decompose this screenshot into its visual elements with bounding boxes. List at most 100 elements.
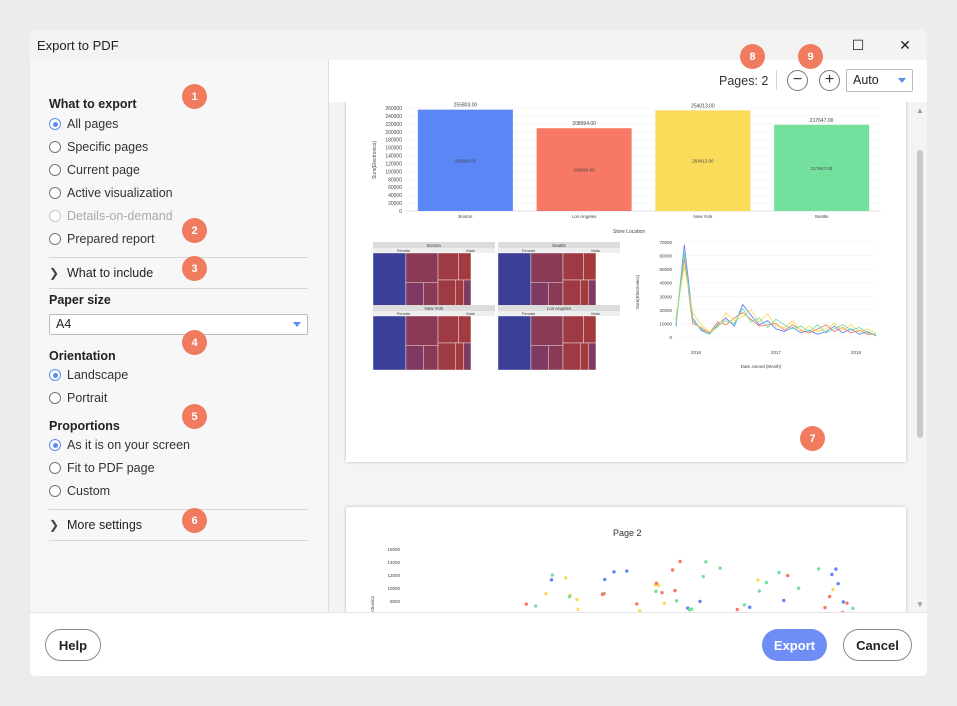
radio-active-visualization[interactable]: Active visualization — [49, 184, 173, 202]
treemap-subheader — [373, 311, 495, 316]
radio-label: Active visualization — [67, 186, 173, 200]
scatter-point — [756, 578, 760, 582]
bar-value-label: 208994.00 — [572, 121, 596, 127]
scatter-point — [748, 605, 752, 609]
treemap-header — [498, 305, 620, 311]
scatter-point — [678, 559, 682, 564]
y-tick-label: 40000 — [388, 193, 402, 199]
scatter-point — [796, 586, 801, 590]
scatter-point — [625, 569, 629, 573]
treemap-cell — [530, 315, 564, 346]
treemap-group-label: Male — [466, 248, 475, 253]
scatter-point — [718, 566, 722, 570]
what-to-include-expander[interactable]: ❯ What to include — [49, 263, 153, 283]
maximize-icon[interactable]: ☐ — [851, 37, 865, 53]
scatter-point — [777, 570, 781, 575]
dialog-footer: Help Export Cancel — [30, 612, 927, 676]
radio-all-pages[interactable]: All pages — [49, 115, 118, 133]
zoom-select[interactable]: Auto — [846, 69, 913, 92]
zoom-in-button[interactable]: + — [819, 70, 840, 91]
close-icon[interactable]: ✕ — [899, 37, 911, 53]
scatter-point — [735, 607, 739, 612]
treemap: Seattle Female Male — [497, 242, 620, 308]
radio-circle[interactable] — [49, 233, 61, 245]
bar — [417, 109, 513, 211]
y-tick-label: 200000 — [385, 130, 402, 136]
y-tick-label: 10000 — [659, 321, 672, 326]
divider — [49, 257, 308, 258]
treemap-group-label: Female — [397, 248, 411, 253]
treemap-cell — [562, 252, 584, 281]
treemap-group-label: Male — [591, 311, 600, 316]
treemap-cell — [530, 345, 549, 371]
radio-specific-pages[interactable]: Specific pages — [49, 138, 148, 156]
radio-label: Details-on-demand — [67, 209, 173, 223]
radio-circle[interactable] — [49, 187, 61, 199]
preview-scrollbar[interactable]: ▲ ▼ — [913, 102, 927, 612]
y-axis-label: Sum(Electronics) — [635, 274, 640, 309]
scatter-point — [757, 589, 762, 593]
series-line — [675, 258, 876, 335]
treemap-cell — [583, 315, 597, 344]
bar-value-label: 255803.00 — [454, 103, 478, 109]
treemap-cell — [463, 342, 472, 371]
treemap-cell — [423, 282, 439, 308]
callout-badge-9: 9 — [798, 44, 823, 69]
scatter-point — [764, 580, 769, 585]
y-tick-label: 220000 — [385, 122, 402, 128]
scroll-up-icon[interactable]: ▲ — [916, 106, 924, 115]
scatter-point — [841, 600, 846, 604]
radio-circle[interactable] — [49, 369, 61, 381]
scroll-thumb[interactable] — [917, 150, 923, 438]
radio-circle[interactable] — [49, 439, 61, 451]
treemap-title: Los Angeles — [547, 306, 572, 311]
toolbar-separator — [776, 70, 777, 90]
radio-portrait[interactable]: Portrait — [49, 389, 107, 407]
pdf-preview[interactable]: 260000 240000 220000 200000 180000 160000 1400… — [329, 102, 913, 612]
page-1-content: 2600002400002200002000001800001600001400… — [372, 103, 881, 371]
help-button[interactable]: Help — [45, 629, 101, 661]
treemap-header — [498, 242, 620, 248]
scatter-point — [690, 607, 694, 611]
treemap-cell — [405, 282, 424, 308]
series-line — [675, 266, 877, 334]
treemap-cell — [562, 315, 584, 344]
treemap-subheader — [498, 248, 620, 253]
scatter-chart: 160001400012000100008000600040002000Elec… — [370, 547, 855, 612]
y-tick-label: 260000 — [385, 106, 402, 112]
series-line — [675, 252, 877, 335]
radio-circle[interactable] — [49, 141, 61, 153]
series-line — [675, 244, 877, 337]
cancel-button[interactable]: Cancel — [843, 629, 912, 661]
radio-custom[interactable]: Custom — [49, 482, 110, 500]
radio-circle[interactable] — [49, 164, 61, 176]
treemap-cell — [437, 279, 457, 308]
radio-fit-to-pdf-page[interactable]: Fit to PDF page — [49, 459, 155, 477]
scroll-down-icon[interactable]: ▼ — [916, 600, 924, 609]
bar-value-label: 254013.00 — [691, 103, 715, 109]
x-axis-label: Date Joined (Month) — [741, 364, 782, 369]
scatter-point — [704, 560, 708, 564]
treemap-cell — [405, 345, 424, 371]
y-tick-label: 10000 — [387, 586, 400, 591]
y-tick-label: 70000 — [659, 240, 672, 245]
export-button[interactable]: Export — [762, 629, 827, 661]
treemap-header — [373, 242, 495, 248]
radio-circle[interactable] — [49, 118, 61, 130]
bar-chart: 2600002400002200002000001800001600001400… — [372, 103, 881, 235]
scatter-point — [742, 603, 747, 607]
radio-current-page[interactable]: Current page — [49, 161, 140, 179]
treemap-cell — [588, 279, 597, 308]
page-2-content: 160001400012000100008000600040002000Elec… — [370, 547, 855, 612]
y-tick-label: 60000 — [659, 254, 672, 259]
radio-landscape[interactable]: Landscape — [49, 366, 128, 384]
scatter-point — [524, 602, 528, 606]
more-settings-expander[interactable]: ❯ More settings — [49, 515, 142, 535]
radio-circle[interactable] — [49, 462, 61, 474]
radio-circle[interactable] — [49, 392, 61, 404]
paper-size-select[interactable]: A4 — [49, 314, 308, 335]
radio-prepared-report[interactable]: Prepared report — [49, 230, 155, 248]
zoom-out-button[interactable]: − — [787, 70, 808, 91]
radio-circle[interactable] — [49, 485, 61, 497]
radio-as-on-screen[interactable]: As it is on your screen — [49, 436, 190, 454]
